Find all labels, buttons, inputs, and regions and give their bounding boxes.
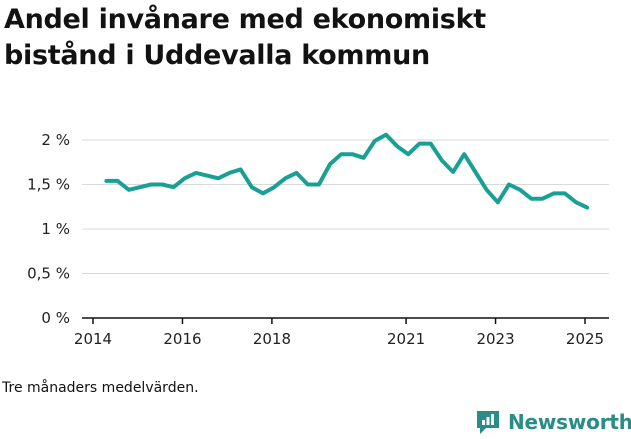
y-tick-label: 2 % xyxy=(41,131,70,149)
series-layer xyxy=(104,132,590,210)
x-axis-ticks: 2014 2016 2018 2021 2023 2025 xyxy=(74,318,604,348)
chart-title-line-2: bistånd i Uddevalla kommun xyxy=(4,40,430,71)
y-tick-label: 1,5 % xyxy=(27,176,70,194)
footnote: Tre månaders medelvärden. xyxy=(2,380,199,396)
y-tick-label: 0 % xyxy=(41,309,70,327)
brand-name: Newsworthy xyxy=(508,410,631,434)
chart-title-line-1: Andel invånare med ekonomiskt xyxy=(4,4,486,35)
x-tick-label: 2018 xyxy=(253,330,291,348)
y-tick-label: 1 % xyxy=(41,220,70,238)
chart-title: Andel invånare med ekonomiskt bistånd i … xyxy=(4,2,624,74)
gridlines xyxy=(82,139,609,274)
newsworthy-logo-icon xyxy=(477,411,499,434)
brand-logo: Newsworthy xyxy=(474,406,631,438)
x-tick-label: 2014 xyxy=(74,330,112,348)
x-tick-label: 2025 xyxy=(566,330,604,348)
x-tick-label: 2021 xyxy=(387,330,425,348)
series-line xyxy=(104,132,590,210)
y-axis-tick-labels: 0 % 0,5 % 1 % 1,5 % 2 % xyxy=(27,131,70,327)
y-tick-label: 0,5 % xyxy=(27,265,70,283)
x-tick-label: 2023 xyxy=(476,330,514,348)
x-tick-label: 2016 xyxy=(163,330,201,348)
